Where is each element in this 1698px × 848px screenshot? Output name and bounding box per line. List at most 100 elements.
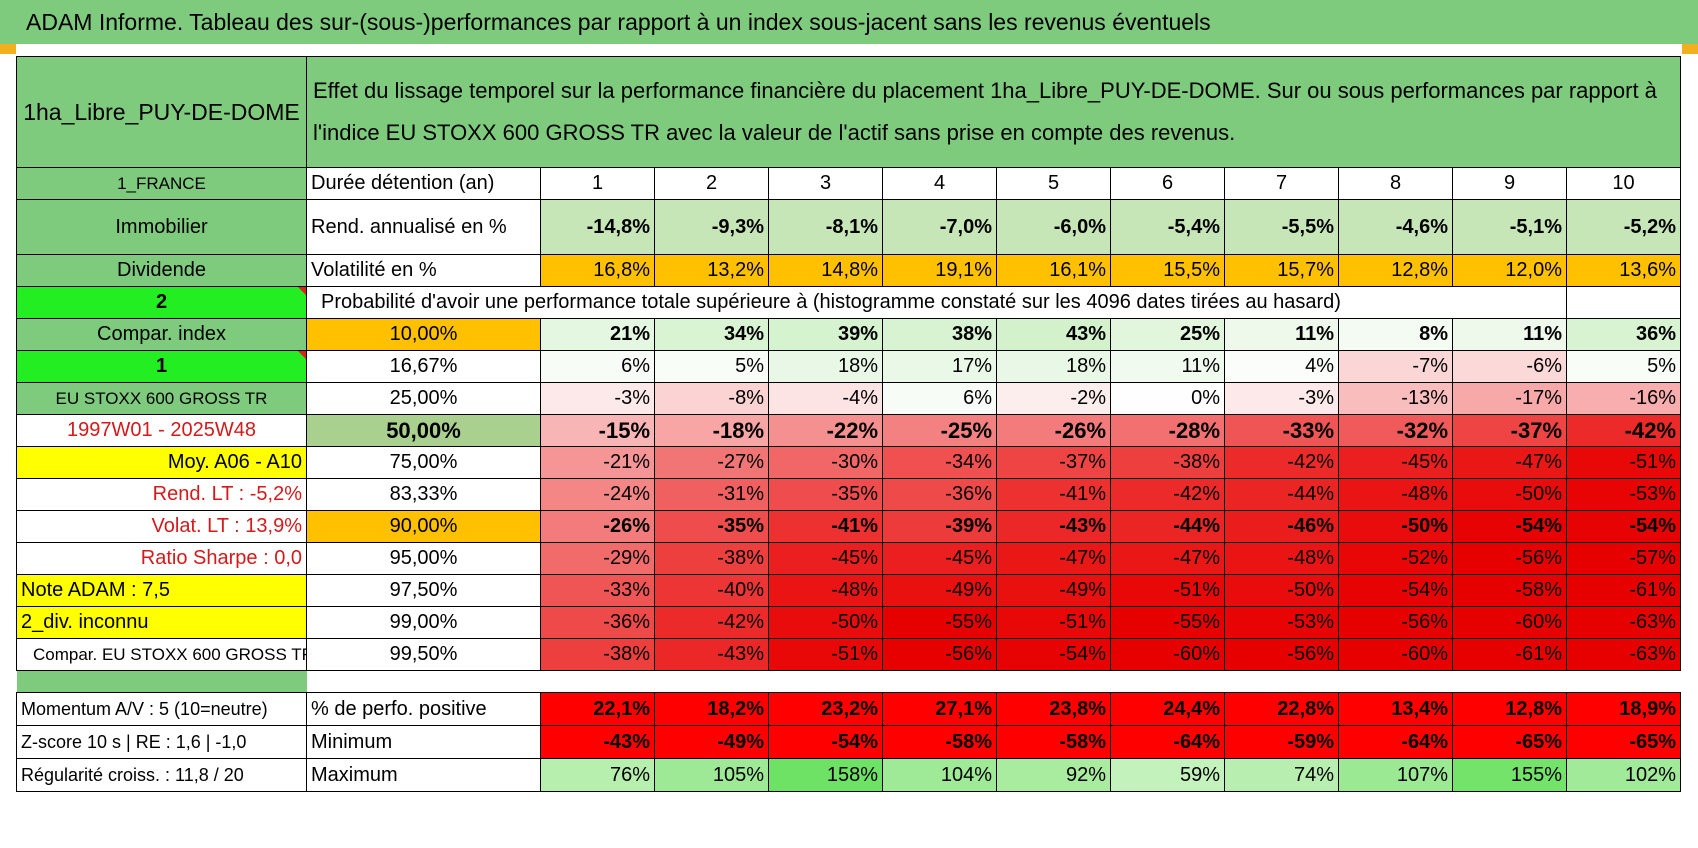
rend-label: Rend. annualisé en % [306,199,541,255]
prob-row: 1 16,67% 6% 5% 18% 17% 18% 11% 4% -7% -6… [16,350,1682,383]
stats-row: Régularité croiss. : 11,8 / 20 Maximum 7… [16,758,1682,792]
stats-value: -58% [996,725,1111,759]
prob-row: Compar. EU STOXX 600 GROSS TR 99,50% -38… [16,638,1682,671]
prob-cell: -51% [768,638,883,671]
prob-cell: 39% [768,318,883,351]
prob-cell: 5% [1565,350,1682,383]
spacer-row [16,670,1681,693]
prob-row: 1997W01 - 2025W48 50,00% -15% -18% -22% … [16,414,1682,447]
prob-cell: -30% [768,446,883,479]
country-cell: 1_FRANCE [16,167,307,200]
year-cell: 1 [540,167,655,200]
prob-cell: -42% [654,606,769,639]
prob-cell: -53% [1565,478,1682,511]
prob-cell: -35% [768,478,883,511]
max-value: 74% [1224,758,1339,792]
prob-cell: -31% [654,478,769,511]
prob-cell: -34% [882,446,997,479]
rend-value: -9,3% [654,199,769,255]
prob-cell: -22% [768,414,883,447]
prob-cell: -63% [1565,606,1682,639]
prob-cell: -45% [882,542,997,575]
prob-cell: -42% [1224,446,1339,479]
prob-row: Volat. LT : 13,9% 90,00% -26% -35% -41% … [16,510,1682,543]
prob-cell: 11% [1452,318,1567,351]
prob-cell: -61% [1452,638,1567,671]
stats-value: -58% [882,725,997,759]
selector-cell-2[interactable]: 1 [16,350,307,383]
prob-cell: -41% [768,510,883,543]
prob-cell: 25% [1110,318,1225,351]
prob-cell: -38% [540,638,655,671]
prob-pct: 16,67% [306,350,541,383]
prob-cell: -37% [996,446,1111,479]
vol-value: 16,1% [996,254,1111,287]
prob-cell: -24% [540,478,655,511]
prob-cell: -38% [654,542,769,575]
prob-pct: 97,50% [306,574,541,607]
year-cell: 5 [996,167,1111,200]
prob-cell: -3% [1224,382,1339,415]
vol-value: 19,1% [882,254,997,287]
max-value: 105% [654,758,769,792]
prob-cell: -35% [654,510,769,543]
prob-cell: -21% [540,446,655,479]
performance-sheet: 1ha_Libre_PUY-DE-DOME Effet du lissage t… [16,56,1682,792]
year-cell: 4 [882,167,997,200]
prob-cell: -13% [1338,382,1453,415]
prob-cell: -58% [1452,574,1567,607]
prob-cell: -49% [996,574,1111,607]
stats-value: -59% [1224,725,1339,759]
vol-label: Volatilité en % [306,254,541,287]
regularite-cell: Régularité croiss. : 11,8 / 20 [16,758,307,792]
prob-cell: -54% [1452,510,1567,543]
year-cell: 2 [654,167,769,200]
vol-value: 16,8% [540,254,655,287]
prob-cell: -25% [882,414,997,447]
prob-cell: 17% [882,350,997,383]
prob-row: 2_div. inconnu 99,00% -36% -42% -50% -55… [16,606,1682,639]
prob-cell: -53% [1224,606,1339,639]
stats-value: 13,4% [1338,692,1453,726]
prob-cell: -50% [768,606,883,639]
prob-cell: -48% [1224,542,1339,575]
prob-cell: -61% [1565,574,1682,607]
prob-cell: 6% [540,350,655,383]
selector-cell-1[interactable]: 2 [16,286,307,319]
prob-title: Probabilité d'avoir une performance tota… [306,286,1453,319]
prob-cell: -63% [1565,638,1682,671]
prob-cell: -37% [1452,414,1567,447]
prob-cell: 38% [882,318,997,351]
prob-cell: 21% [540,318,655,351]
prob-cell: -56% [1452,542,1567,575]
stats-label: Maximum [306,758,541,792]
prob-cell: -50% [1452,478,1567,511]
prob-row: EU STOXX 600 GROSS TR 25,00% -3% -8% -4%… [16,382,1682,415]
prob-cell: 11% [1224,318,1339,351]
prob-cell: -57% [1565,542,1682,575]
duration-row: 1_FRANCE Durée détention (an) 1 2 3 4 5 … [16,167,1682,200]
asset-name-cell: 1ha_Libre_PUY-DE-DOME [16,56,307,168]
type-cell: Dividende [16,254,307,287]
stats-value: -64% [1110,725,1225,759]
zscore-cell: Z-score 10 s | RE : 1,6 | -1,0 [16,725,307,759]
stats-value: 27,1% [882,692,997,726]
prob-cell: -26% [996,414,1111,447]
stats-value: 22,8% [1224,692,1339,726]
vol-row: Dividende Volatilité en % 16,8% 13,2% 14… [16,254,1682,287]
rend-value: -8,1% [768,199,883,255]
max-value: 107% [1338,758,1453,792]
prob-cell: -56% [1338,606,1453,639]
max-value: 158% [768,758,883,792]
performance-table: 1ha_Libre_PUY-DE-DOME Effet du lissage t… [16,56,1682,792]
prob-cell: -60% [1110,638,1225,671]
prob-cell: -6% [1452,350,1567,383]
momentum-cell: Momentum A/V : 5 (10=neutre) [16,692,307,726]
prob-pct: 90,00% [306,510,541,543]
prob-cell: -41% [996,478,1111,511]
prob-cell: -43% [654,638,769,671]
stats-value: -54% [768,725,883,759]
vol-value: 15,7% [1224,254,1339,287]
prob-cell: -47% [1452,446,1567,479]
stats-row: Momentum A/V : 5 (10=neutre) % de perfo.… [16,692,1682,726]
